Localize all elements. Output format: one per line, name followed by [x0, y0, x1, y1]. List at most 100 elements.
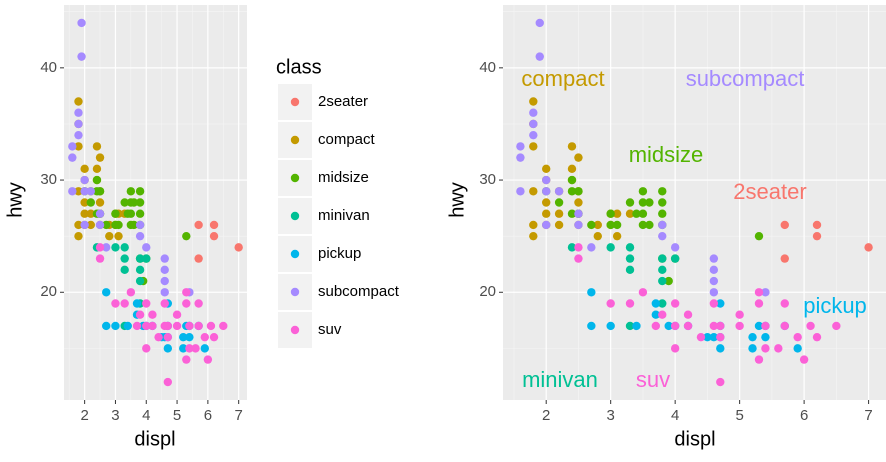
point: [632, 209, 641, 218]
point: [172, 310, 182, 319]
y-tick-label: 40: [479, 59, 496, 76]
point: [516, 142, 525, 151]
point: [142, 321, 151, 331]
point: [529, 187, 538, 196]
point: [709, 265, 719, 275]
point: [658, 209, 667, 218]
point: [200, 344, 209, 353]
point: [74, 130, 83, 140]
point: [194, 220, 203, 230]
point: [587, 220, 596, 230]
point: [612, 220, 622, 230]
point: [92, 175, 102, 185]
point: [154, 332, 163, 342]
x-axis-label: displ: [134, 428, 175, 450]
legend-swatch: [290, 325, 300, 335]
point: [761, 321, 770, 331]
plot-background: [503, 5, 886, 400]
point: [92, 142, 102, 151]
legend-label: midsize: [318, 169, 369, 186]
point: [703, 332, 712, 342]
point: [761, 344, 770, 353]
point: [612, 231, 622, 241]
point: [135, 187, 145, 196]
point: [80, 220, 89, 230]
point: [111, 243, 120, 252]
point: [529, 231, 538, 241]
legend-swatch: [290, 249, 300, 259]
x-tick-label: 4: [142, 407, 150, 424]
point: [567, 243, 577, 252]
point: [625, 299, 635, 308]
point: [74, 231, 83, 241]
x-tick-label: 5: [735, 407, 743, 424]
point: [95, 220, 105, 230]
x-tick-label: 6: [204, 407, 212, 424]
annotation: 2seater: [733, 179, 806, 204]
x-tick-label: 7: [864, 407, 872, 424]
annotation: compact: [521, 66, 604, 91]
point: [92, 164, 102, 174]
point: [812, 220, 822, 230]
point: [160, 299, 169, 308]
point: [209, 220, 219, 230]
point: [185, 321, 194, 331]
point: [163, 332, 173, 342]
x-tick-label: 2: [80, 407, 88, 424]
point: [120, 265, 129, 275]
point: [606, 209, 615, 218]
point: [574, 243, 583, 252]
point: [709, 288, 719, 297]
point: [74, 187, 83, 196]
point: [68, 187, 77, 196]
point: [780, 254, 789, 263]
point: [567, 187, 577, 196]
point: [587, 243, 596, 252]
point: [135, 265, 145, 275]
point: [135, 198, 145, 207]
point: [658, 254, 667, 263]
y-axis-label: hwy: [446, 182, 468, 218]
legend-swatch: [290, 173, 300, 183]
point: [135, 254, 145, 263]
point: [567, 142, 577, 151]
point: [80, 175, 89, 185]
legend-swatch: [290, 211, 300, 221]
point: [123, 321, 132, 331]
point: [606, 243, 615, 252]
point: [185, 344, 194, 353]
point: [142, 344, 151, 353]
point: [148, 321, 157, 331]
point: [542, 209, 551, 218]
x-tick-label: 7: [235, 407, 243, 424]
point: [542, 164, 551, 174]
point: [102, 288, 111, 297]
x-tick-label: 6: [800, 407, 808, 424]
point: [638, 187, 648, 196]
point: [658, 299, 667, 308]
point: [194, 321, 203, 331]
point: [554, 198, 564, 207]
point: [735, 321, 744, 331]
point: [632, 321, 641, 331]
point: [209, 332, 219, 342]
point: [209, 231, 219, 241]
point: [163, 377, 173, 387]
point: [206, 321, 216, 331]
point: [95, 153, 105, 162]
point: [135, 231, 145, 241]
point: [160, 321, 169, 331]
point: [123, 209, 132, 218]
point: [160, 254, 169, 263]
point: [812, 332, 822, 342]
point: [832, 321, 841, 331]
point: [163, 344, 173, 353]
point: [179, 332, 188, 342]
point: [593, 220, 602, 230]
point: [748, 332, 757, 342]
point: [95, 254, 105, 263]
point: [68, 142, 77, 151]
annotation: pickup: [803, 293, 867, 318]
point: [77, 52, 86, 61]
point: [74, 142, 83, 151]
